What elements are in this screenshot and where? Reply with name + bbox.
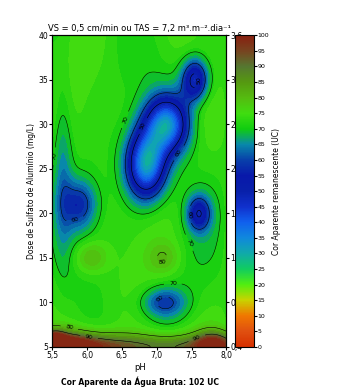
Text: 50: 50 bbox=[196, 76, 201, 84]
Text: pH: pH bbox=[135, 363, 146, 372]
Y-axis label: Dose de Sulfato de Alumínio (mg/L): Dose de Sulfato de Alumínio (mg/L) bbox=[27, 123, 36, 259]
Text: 70: 70 bbox=[185, 238, 193, 247]
Text: 60: 60 bbox=[175, 149, 183, 158]
Y-axis label: Dose de Alumínio (mg/L): Dose de Alumínio (mg/L) bbox=[245, 144, 255, 238]
Text: 70: 70 bbox=[51, 152, 57, 160]
Title: VS = 0,5 cm/min ou TAS = 7,2 m³.m⁻².dia⁻¹: VS = 0,5 cm/min ou TAS = 7,2 m³.m⁻².dia⁻… bbox=[48, 24, 231, 33]
Text: 70: 70 bbox=[121, 115, 129, 124]
Text: 50: 50 bbox=[139, 122, 147, 131]
Text: Cor Aparente da Água Bruta: 102 UC: Cor Aparente da Água Bruta: 102 UC bbox=[61, 376, 219, 387]
Text: 90: 90 bbox=[85, 334, 93, 340]
Text: 90: 90 bbox=[192, 334, 201, 342]
Text: 60: 60 bbox=[187, 211, 192, 218]
Text: 80: 80 bbox=[158, 259, 167, 265]
Text: 60: 60 bbox=[71, 216, 79, 223]
Text: 60: 60 bbox=[155, 294, 165, 303]
Y-axis label: Cor Aparente remanescente (UC): Cor Aparente remanescente (UC) bbox=[272, 128, 281, 254]
Text: 80: 80 bbox=[65, 325, 74, 331]
Text: 70: 70 bbox=[169, 281, 177, 286]
